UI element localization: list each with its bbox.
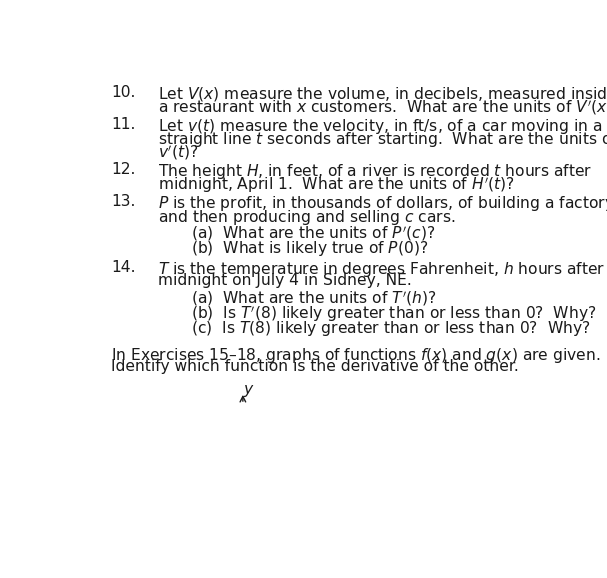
Text: Let $V$($x$) measure the volume, in decibels, measured inside: Let $V$($x$) measure the volume, in deci… <box>158 85 607 103</box>
Text: 14.: 14. <box>111 260 135 275</box>
Text: midnight, April 1.  What are the units of $H'$($t$)?: midnight, April 1. What are the units of… <box>158 176 515 195</box>
Text: The height $H$, in feet, of a river is recorded $t$ hours after: The height $H$, in feet, of a river is r… <box>158 162 592 181</box>
Text: $y$: $y$ <box>243 383 254 399</box>
Text: $T$ is the temperature in degrees Fahrenheit, $h$ hours after: $T$ is the temperature in degrees Fahren… <box>158 260 605 279</box>
Text: $v'$($t$)?: $v'$($t$)? <box>158 144 199 162</box>
Text: Identify which function is the derivative of the other.: Identify which function is the derivativ… <box>111 359 519 374</box>
Text: Let $v$($t$) measure the velocity, in ft/s, of a car moving in a: Let $v$($t$) measure the velocity, in ft… <box>158 117 603 136</box>
Text: $P$ is the profit, in thousands of dollars, of building a factory: $P$ is the profit, in thousands of dolla… <box>158 194 607 213</box>
Text: (a)  What are the units of $P'$($c$)?: (a) What are the units of $P'$($c$)? <box>191 224 435 243</box>
Text: midnight on July 4 in Sidney, NE.: midnight on July 4 in Sidney, NE. <box>158 273 412 288</box>
Text: straight line $t$ seconds after starting.  What are the units of: straight line $t$ seconds after starting… <box>158 130 607 149</box>
Text: (b)  Is $T'$(8) likely greater than or less than 0?  Why?: (b) Is $T'$(8) likely greater than or le… <box>191 305 597 324</box>
Text: In Exercises 15–18, graphs of functions $f$($x$) and $g$($x$) are given.: In Exercises 15–18, graphs of functions … <box>111 346 600 365</box>
Text: (b)  What is likely true of $P$(0)?: (b) What is likely true of $P$(0)? <box>191 239 429 258</box>
Text: 12.: 12. <box>111 162 135 177</box>
Text: 13.: 13. <box>111 194 135 209</box>
Text: a restaurant with $x$ customers.  What are the units of $V'$($x$)?: a restaurant with $x$ customers. What ar… <box>158 98 607 117</box>
Text: 11.: 11. <box>111 117 135 132</box>
Text: (a)  What are the units of $T'$($h$)?: (a) What are the units of $T'$($h$)? <box>191 290 437 308</box>
Text: 10.: 10. <box>111 85 135 100</box>
Text: and then producing and selling $c$ cars.: and then producing and selling $c$ cars. <box>158 208 456 227</box>
Text: (c)  Is $T$(8) likely greater than or less than 0?  Why?: (c) Is $T$(8) likely greater than or les… <box>191 319 591 338</box>
